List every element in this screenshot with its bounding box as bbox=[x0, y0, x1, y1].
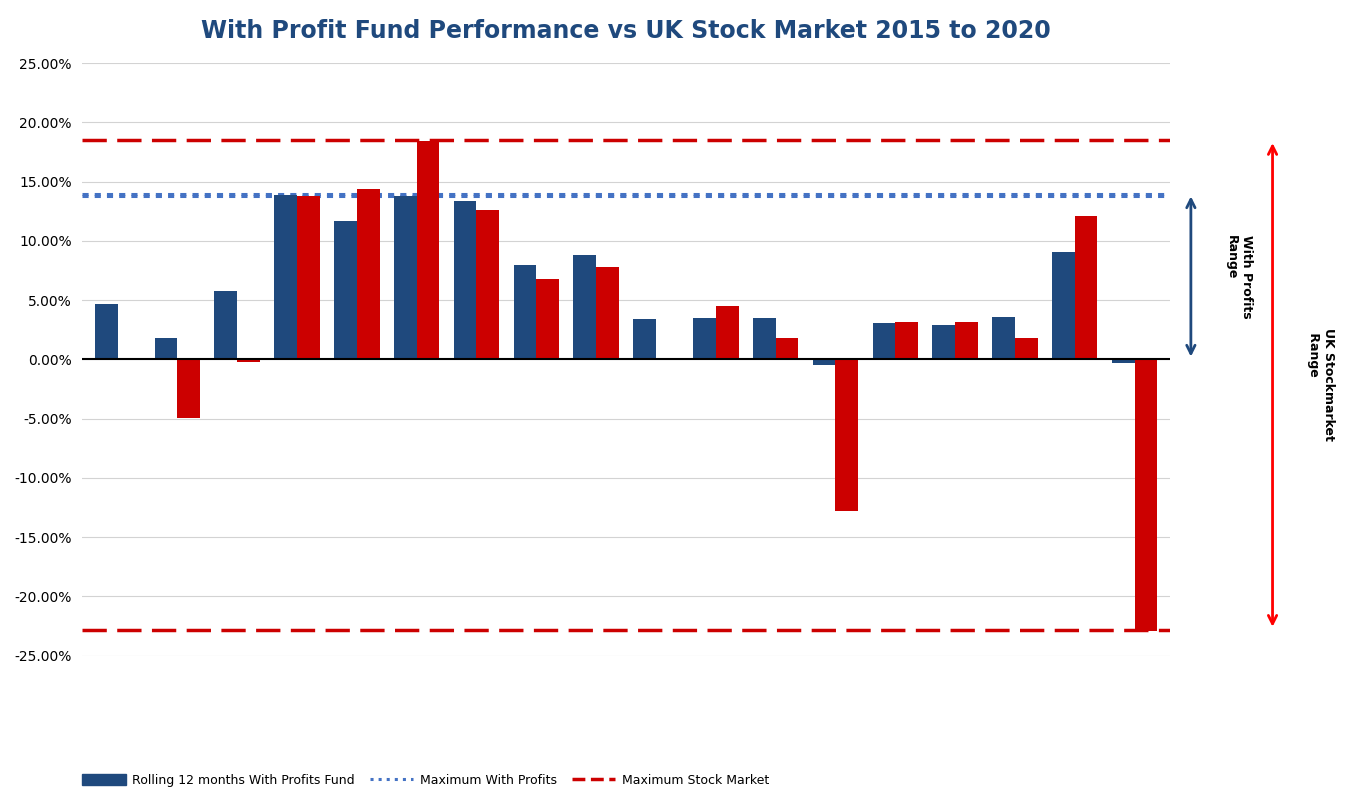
Bar bbox=[1015, 337, 1037, 359]
Bar bbox=[896, 322, 919, 359]
Bar bbox=[753, 318, 776, 359]
Bar bbox=[776, 337, 799, 359]
Bar bbox=[297, 196, 320, 359]
Bar bbox=[693, 318, 716, 359]
Title: With Profit Fund Performance vs UK Stock Market 2015 to 2020: With Profit Fund Performance vs UK Stock… bbox=[201, 19, 1051, 43]
Bar bbox=[275, 195, 297, 359]
Bar bbox=[932, 325, 955, 359]
Bar bbox=[955, 322, 977, 359]
Bar bbox=[536, 279, 559, 359]
Bar bbox=[95, 303, 117, 359]
Bar bbox=[416, 141, 440, 359]
Bar bbox=[333, 220, 357, 359]
Bar bbox=[1075, 216, 1097, 359]
Bar bbox=[1135, 359, 1157, 630]
Bar bbox=[596, 267, 619, 359]
Text: With Profits
Range: With Profits Range bbox=[1225, 235, 1253, 318]
Bar bbox=[992, 317, 1015, 359]
Bar bbox=[573, 255, 596, 359]
Bar bbox=[872, 322, 896, 359]
Bar bbox=[813, 359, 836, 365]
Bar bbox=[393, 196, 416, 359]
Bar bbox=[633, 319, 656, 359]
Bar bbox=[836, 359, 859, 511]
Bar bbox=[215, 291, 237, 359]
Bar bbox=[716, 306, 739, 359]
Text: UK Stockmarket
 Range: UK Stockmarket Range bbox=[1307, 329, 1335, 442]
Bar bbox=[453, 201, 476, 359]
Bar bbox=[177, 359, 200, 417]
Bar bbox=[357, 189, 380, 359]
Bar bbox=[1112, 359, 1135, 363]
Bar bbox=[513, 265, 536, 359]
Bar bbox=[1052, 251, 1075, 359]
Legend: Rolling 12 months With Profits Fund, Rolling 12 months UK Stock Market, Maximum : Rolling 12 months With Profits Fund, Rol… bbox=[78, 769, 774, 790]
Bar bbox=[237, 359, 260, 362]
Bar bbox=[476, 210, 499, 359]
Bar bbox=[155, 337, 177, 359]
